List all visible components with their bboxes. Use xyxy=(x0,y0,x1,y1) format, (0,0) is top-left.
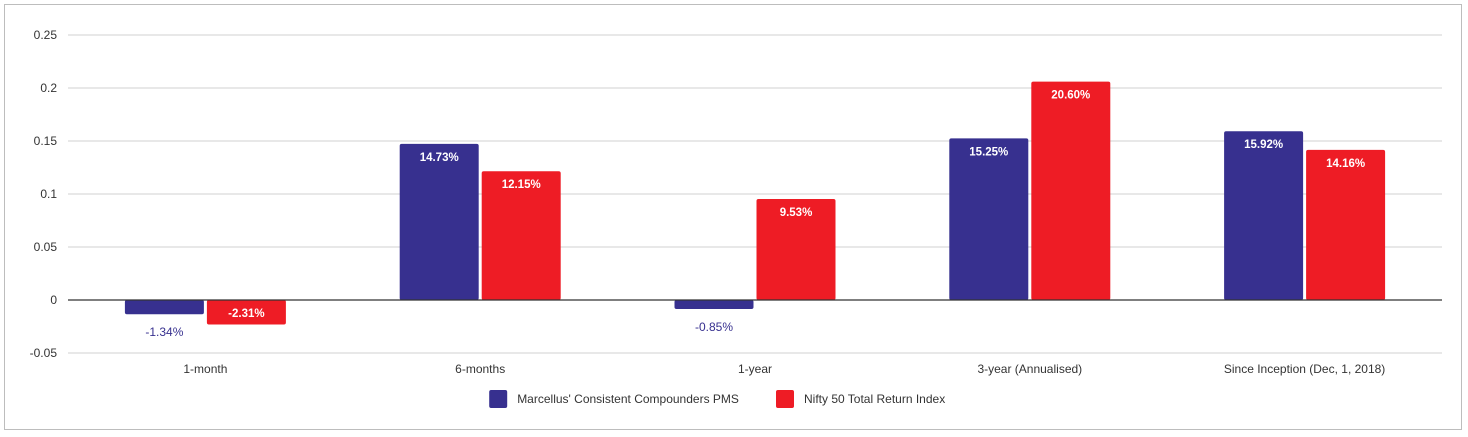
y-tick-label: 0.25 xyxy=(34,28,58,42)
legend-label: Marcellus' Consistent Compounders PMS xyxy=(517,392,739,406)
bar-nifty xyxy=(206,300,286,325)
bar-nifty xyxy=(1306,149,1386,300)
data-label: -1.34% xyxy=(145,325,183,339)
data-label: -2.31% xyxy=(228,308,264,320)
bar-nifty xyxy=(756,198,836,300)
y-tick-label: 0.05 xyxy=(34,240,58,254)
y-tick-label: -0.05 xyxy=(30,346,58,360)
bar-chart: 0.25 0.2 0.15 0.1 0.05 0 -0.05 -1.34% -2.31% 14.… xyxy=(30,28,1442,408)
legend-swatch xyxy=(776,390,794,408)
chart-frame: 0.25 0.2 0.15 0.1 0.05 0 -0.05 -1.34% -2.31% 14.… xyxy=(4,4,1462,430)
gridlines xyxy=(68,34,1442,354)
data-label: 9.53% xyxy=(780,207,813,219)
data-label: -0.85% xyxy=(695,320,733,334)
data-label: 15.25% xyxy=(969,146,1008,158)
bars xyxy=(124,81,1386,325)
y-tick-label: 0.15 xyxy=(34,134,58,148)
x-axis: 1-month 6-months 1-year 3-year (Annualised)… xyxy=(183,362,1385,376)
x-tick-label: 1-month xyxy=(183,362,227,376)
bar-pms xyxy=(949,138,1029,300)
bar-pms xyxy=(674,300,754,310)
bar-nifty xyxy=(481,171,561,300)
x-tick-label: Since Inception (Dec, 1, 2018) xyxy=(1224,362,1385,376)
data-label: 12.15% xyxy=(502,179,541,191)
x-tick-label: 1-year xyxy=(738,362,772,376)
data-label: 14.73% xyxy=(420,152,459,164)
x-tick-label: 6-months xyxy=(455,362,505,376)
y-axis: 0.25 0.2 0.15 0.1 0.05 0 -0.05 xyxy=(30,28,58,360)
bar-pms xyxy=(1224,131,1304,300)
data-label: 20.60% xyxy=(1051,90,1090,102)
legend-swatch xyxy=(489,390,508,408)
bar-pms xyxy=(124,300,204,315)
legend-label: Nifty 50 Total Return Index xyxy=(804,392,945,406)
y-tick-label: 0.1 xyxy=(40,187,57,201)
x-tick-label: 3-year (Annualised) xyxy=(977,362,1082,376)
data-label: 14.16% xyxy=(1326,158,1365,170)
data-labels: -1.34% -2.31% 14.73% 12.15% -0.85% 9.53% 15.25… xyxy=(145,90,1365,340)
bar-pms xyxy=(399,143,479,300)
y-tick-label: 0 xyxy=(50,293,57,307)
legend: Marcellus' Consistent Compounders PMS Nif… xyxy=(489,390,945,408)
data-label: 15.92% xyxy=(1244,139,1283,151)
y-tick-label: 0.2 xyxy=(40,81,57,95)
bar-nifty xyxy=(1031,81,1111,300)
